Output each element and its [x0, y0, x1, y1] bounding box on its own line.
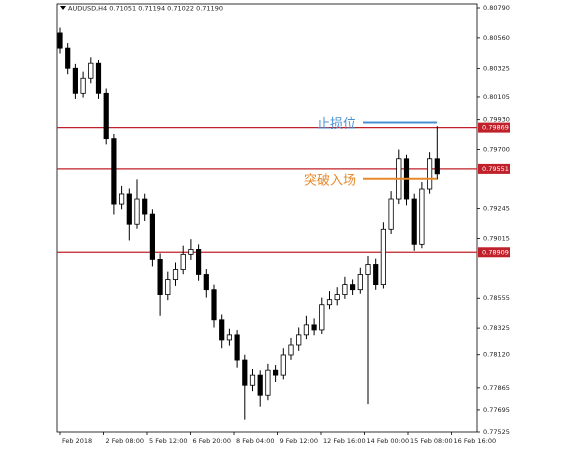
level-label: 0.79551	[482, 165, 509, 173]
candle-body	[265, 369, 271, 396]
y-tick-label: 0.79245	[483, 205, 510, 213]
candle-body	[242, 359, 248, 386]
candle-body	[288, 344, 294, 356]
y-tick-label: 0.80790	[483, 4, 510, 12]
candle-body	[419, 188, 425, 245]
y-tick-label: 0.79015	[483, 235, 510, 243]
candle-body	[272, 369, 279, 376]
candle-body	[388, 198, 394, 230]
candle-body	[249, 374, 256, 386]
candle-body	[119, 193, 125, 205]
menu-icon	[60, 6, 66, 10]
y-tick-label: 0.80105	[483, 93, 510, 101]
candle-body	[188, 249, 194, 255]
candle-body	[88, 62, 94, 79]
candle-body	[195, 249, 202, 275]
x-tick-label: 8 Feb 04:00	[236, 437, 275, 445]
candle-body	[365, 264, 371, 275]
candle-body	[234, 334, 240, 361]
candle-body	[211, 289, 217, 321]
y-tick-label: 0.77695	[483, 406, 510, 414]
candle-body	[257, 374, 263, 396]
candle-body	[149, 213, 155, 260]
candle-body	[219, 319, 225, 341]
candle-body	[72, 67, 78, 94]
candle-body	[226, 334, 232, 341]
x-tick-label: 14 Feb 00:00	[367, 437, 410, 445]
level-label-box	[478, 163, 510, 174]
candle-body	[349, 284, 356, 291]
candle-body	[434, 158, 440, 175]
annotation-text: 突破入场	[304, 172, 356, 188]
y-tick-label: 0.78325	[483, 324, 510, 332]
x-tick-label: 5 Feb 12:00	[149, 437, 188, 445]
x-tick-label: 2 Feb 08:00	[106, 437, 145, 445]
candle-body	[280, 354, 286, 376]
candle-body	[157, 259, 163, 296]
chart-title: AUDUSD,H4 0.71051 0.71194 0.71022 0.7119…	[68, 5, 223, 13]
level-label-box	[478, 247, 510, 258]
y-tick-label: 0.79930	[483, 116, 510, 124]
level-label: 0.79869	[482, 124, 509, 132]
candle-body	[165, 279, 171, 296]
annotation-text: 止损位	[317, 117, 356, 132]
candle-body	[126, 193, 132, 225]
level-label-box	[478, 122, 510, 133]
x-tick-label: 16 Feb 16:00	[454, 437, 497, 445]
candle-body	[57, 32, 63, 49]
candle-body	[111, 138, 117, 205]
x-tick-label: 12 Feb 16:00	[323, 437, 366, 445]
x-tick-label: 6 Feb 20:00	[193, 437, 232, 445]
level-label: 0.78909	[482, 248, 509, 256]
candle-body	[65, 47, 71, 69]
candle-body	[95, 62, 102, 94]
candle-body	[180, 253, 186, 270]
y-tick-label: 0.77525	[483, 428, 510, 436]
candle-body	[380, 228, 387, 286]
candle-body	[142, 198, 148, 215]
y-tick-label: 0.80560	[483, 34, 510, 42]
x-tick-label: Feb 2018	[62, 437, 92, 445]
plot-frame	[56, 3, 478, 433]
candle-body	[426, 158, 433, 190]
candle-body	[311, 324, 317, 331]
candle-body	[411, 198, 417, 245]
candle-body	[172, 269, 179, 280]
candle-body	[357, 274, 363, 291]
x-tick-label: 9 Feb 12:00	[280, 437, 319, 445]
candle-body	[334, 294, 340, 301]
y-tick-label: 0.78120	[483, 351, 510, 359]
y-tick-label: 0.78555	[483, 294, 510, 302]
y-tick-label: 0.80325	[483, 64, 510, 72]
y-tick-label: 0.79700	[483, 146, 510, 154]
candle-body	[296, 334, 302, 346]
candle-body	[342, 284, 348, 296]
candle-body	[80, 77, 86, 94]
candle-body	[203, 274, 209, 291]
x-tick-label: 15 Feb 08:00	[410, 437, 453, 445]
candle-body	[303, 324, 310, 336]
candle-body	[134, 198, 140, 225]
candle-body	[326, 299, 333, 306]
candle-body	[103, 92, 109, 140]
candle-body	[373, 264, 379, 286]
y-tick-label: 0.77865	[483, 384, 510, 392]
candle-body	[319, 304, 325, 331]
